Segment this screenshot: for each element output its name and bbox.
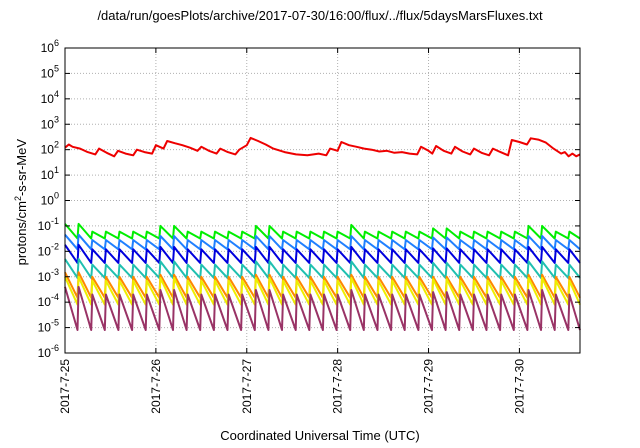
y-tick-label: 106 bbox=[41, 38, 59, 55]
y-tick-label: 105 bbox=[41, 63, 59, 80]
series-line-0 bbox=[64, 136, 581, 158]
y-tick-label: 101 bbox=[41, 165, 59, 182]
x-axis-label: Coordinated Universal Time (UTC) bbox=[220, 428, 420, 443]
y-tick-label: 100 bbox=[41, 191, 59, 208]
series-line-1 bbox=[64, 222, 581, 240]
y-tick-label: 10-1 bbox=[38, 216, 59, 233]
chart-title: /data/run/goesPlots/archive/2017-07-30/1… bbox=[97, 8, 543, 23]
series-line-6 bbox=[64, 275, 581, 306]
y-tick-label: 10-5 bbox=[38, 318, 59, 335]
x-tick-label: 2017-7-28 bbox=[331, 359, 345, 414]
y-tick-label: 10-3 bbox=[38, 267, 59, 284]
x-tick-label: 2017-7-26 bbox=[149, 359, 163, 414]
x-tick-label: 2017-7-25 bbox=[58, 359, 72, 414]
series-line-2 bbox=[64, 233, 581, 251]
y-tick-label: 102 bbox=[41, 140, 59, 157]
y-tick-label: 10-6 bbox=[38, 343, 59, 360]
y-tick-label: 103 bbox=[41, 114, 59, 131]
series-line-4 bbox=[64, 258, 581, 279]
x-tick-label: 2017-7-30 bbox=[512, 359, 526, 414]
series-line-7 bbox=[64, 285, 581, 331]
x-tick-label: 2017-7-29 bbox=[422, 359, 436, 414]
y-tick-label: 10-4 bbox=[38, 292, 59, 309]
series-line-3 bbox=[64, 243, 581, 264]
y-tick-label: 10-2 bbox=[38, 241, 59, 258]
x-tick-label: 2017-7-27 bbox=[240, 359, 254, 414]
plot-frame bbox=[64, 47, 581, 354]
y-tick-label: 104 bbox=[41, 89, 59, 106]
